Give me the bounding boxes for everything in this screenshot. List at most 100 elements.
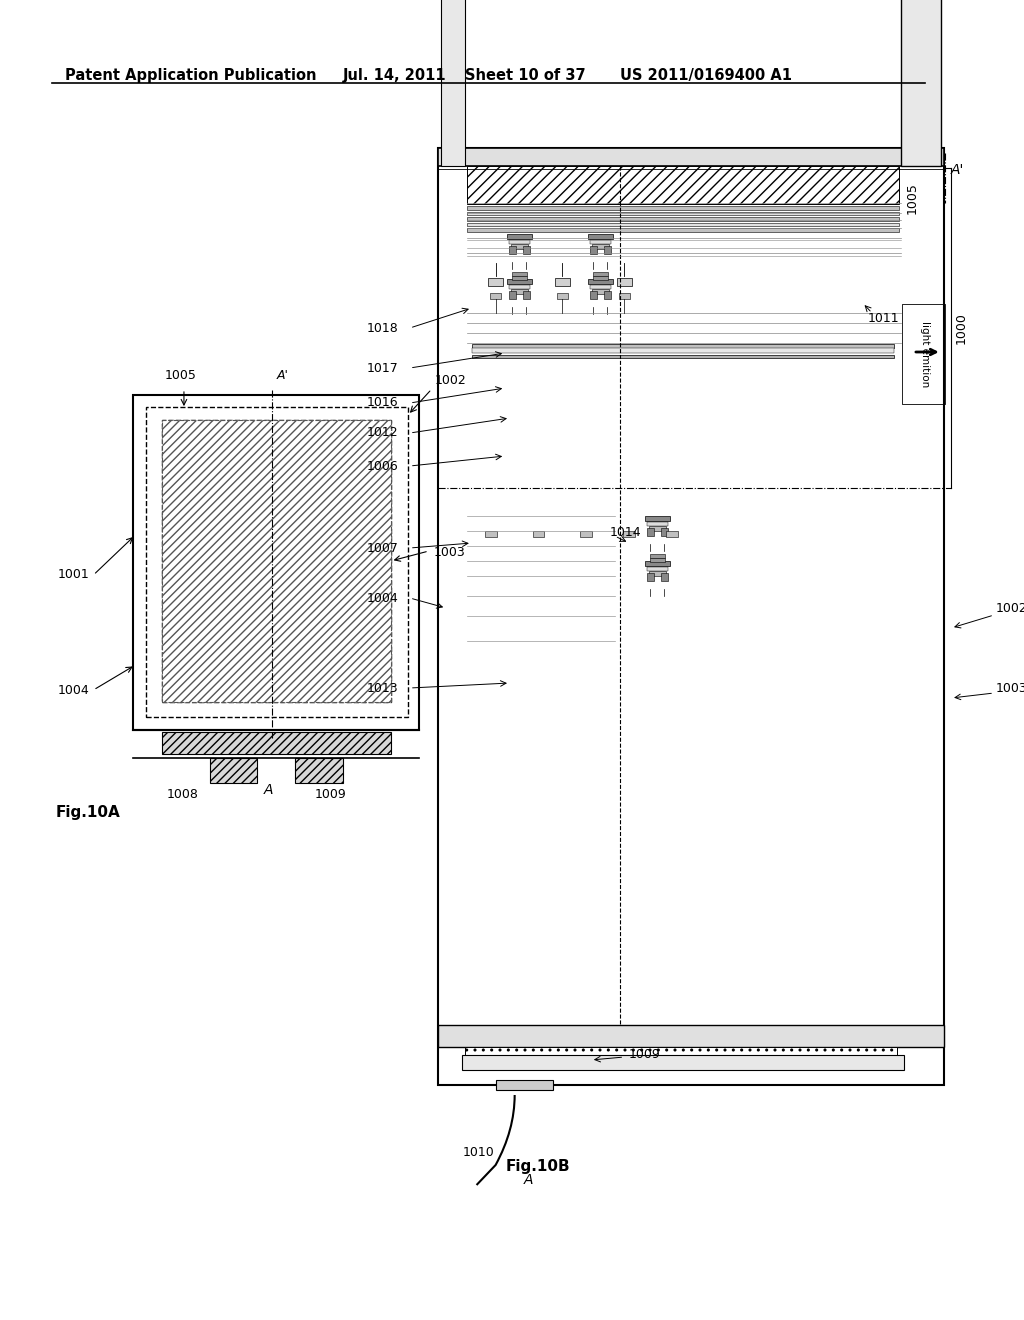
Bar: [162, 733, 391, 754]
Bar: [133, 395, 420, 730]
Bar: [647, 573, 654, 581]
Bar: [902, 304, 944, 404]
Bar: [588, 279, 612, 284]
Bar: [496, 1080, 553, 1090]
Bar: [581, 531, 592, 537]
Text: 1003: 1003: [433, 546, 466, 560]
Text: Jul. 14, 2011: Jul. 14, 2011: [343, 69, 446, 83]
Bar: [509, 240, 530, 244]
Bar: [647, 521, 668, 525]
Bar: [593, 272, 608, 276]
Bar: [590, 285, 611, 289]
Bar: [162, 420, 391, 702]
Bar: [649, 572, 667, 576]
Text: US 2011/0169400 A1: US 2011/0169400 A1: [620, 69, 792, 83]
Text: light emition: light emition: [920, 321, 930, 387]
Bar: [162, 420, 391, 702]
Text: 1012: 1012: [367, 426, 398, 440]
Text: 1004: 1004: [57, 684, 89, 697]
Bar: [650, 554, 666, 558]
Bar: [210, 758, 257, 783]
Text: 1008: 1008: [167, 788, 199, 801]
Bar: [467, 228, 899, 232]
Bar: [532, 531, 544, 537]
Text: 1017: 1017: [367, 362, 398, 375]
Bar: [645, 561, 670, 566]
Text: 1002: 1002: [996, 602, 1024, 615]
Bar: [488, 279, 503, 286]
Bar: [592, 289, 609, 294]
Bar: [647, 568, 668, 572]
Text: A': A': [276, 370, 289, 381]
Bar: [509, 290, 516, 300]
Text: Fig.10B: Fig.10B: [505, 1159, 569, 1175]
Bar: [588, 234, 612, 239]
Text: 1005: 1005: [165, 370, 197, 381]
Bar: [662, 528, 668, 536]
Bar: [507, 234, 531, 239]
Bar: [509, 246, 516, 253]
Bar: [512, 272, 527, 276]
Bar: [467, 223, 899, 226]
Bar: [645, 516, 670, 521]
Bar: [507, 279, 531, 284]
Text: 1000: 1000: [955, 312, 968, 345]
Bar: [616, 279, 632, 286]
Text: 1016: 1016: [367, 396, 398, 409]
Text: 1002: 1002: [434, 374, 466, 387]
Bar: [511, 289, 528, 294]
Text: 1013: 1013: [367, 681, 398, 694]
Bar: [647, 528, 654, 536]
Bar: [441, 0, 465, 166]
Text: 1005: 1005: [905, 182, 919, 214]
Bar: [604, 246, 611, 253]
Text: 1018: 1018: [367, 322, 398, 334]
Bar: [472, 345, 894, 348]
Bar: [489, 293, 502, 300]
Text: 1009: 1009: [314, 788, 346, 801]
Bar: [509, 285, 530, 289]
Bar: [555, 279, 570, 286]
Bar: [523, 290, 530, 300]
Text: 1010: 1010: [462, 1147, 494, 1159]
Bar: [467, 213, 899, 215]
Text: A: A: [264, 783, 273, 797]
Text: Patent Application Publication: Patent Application Publication: [65, 69, 316, 83]
Bar: [662, 573, 668, 581]
Bar: [472, 355, 894, 358]
Bar: [462, 1055, 903, 1071]
Bar: [511, 244, 528, 249]
Bar: [467, 166, 899, 205]
Bar: [901, 0, 941, 166]
Bar: [624, 531, 635, 537]
Bar: [467, 216, 899, 220]
Text: 1001: 1001: [57, 569, 89, 582]
Bar: [485, 531, 497, 537]
Text: Fig.10A: Fig.10A: [55, 804, 120, 820]
Text: A: A: [524, 1173, 534, 1187]
Bar: [438, 148, 943, 166]
Bar: [438, 148, 943, 1085]
Bar: [145, 407, 408, 717]
Bar: [650, 558, 666, 562]
Bar: [590, 240, 611, 244]
Bar: [472, 348, 894, 352]
Bar: [512, 276, 527, 280]
Bar: [618, 293, 630, 300]
Text: 1011: 1011: [867, 312, 899, 325]
Text: 1014: 1014: [610, 527, 642, 540]
Text: Sheet 10 of 37: Sheet 10 of 37: [465, 69, 586, 83]
Bar: [590, 290, 597, 300]
Bar: [649, 525, 667, 531]
Text: A': A': [951, 162, 965, 177]
Bar: [593, 276, 608, 280]
Text: 1004: 1004: [367, 591, 398, 605]
Bar: [604, 290, 611, 300]
Bar: [467, 206, 899, 210]
Text: 1009: 1009: [629, 1048, 660, 1061]
Bar: [590, 246, 597, 253]
Bar: [438, 1026, 943, 1047]
Bar: [465, 1047, 897, 1067]
Text: 1003: 1003: [996, 681, 1024, 694]
Bar: [523, 246, 530, 253]
